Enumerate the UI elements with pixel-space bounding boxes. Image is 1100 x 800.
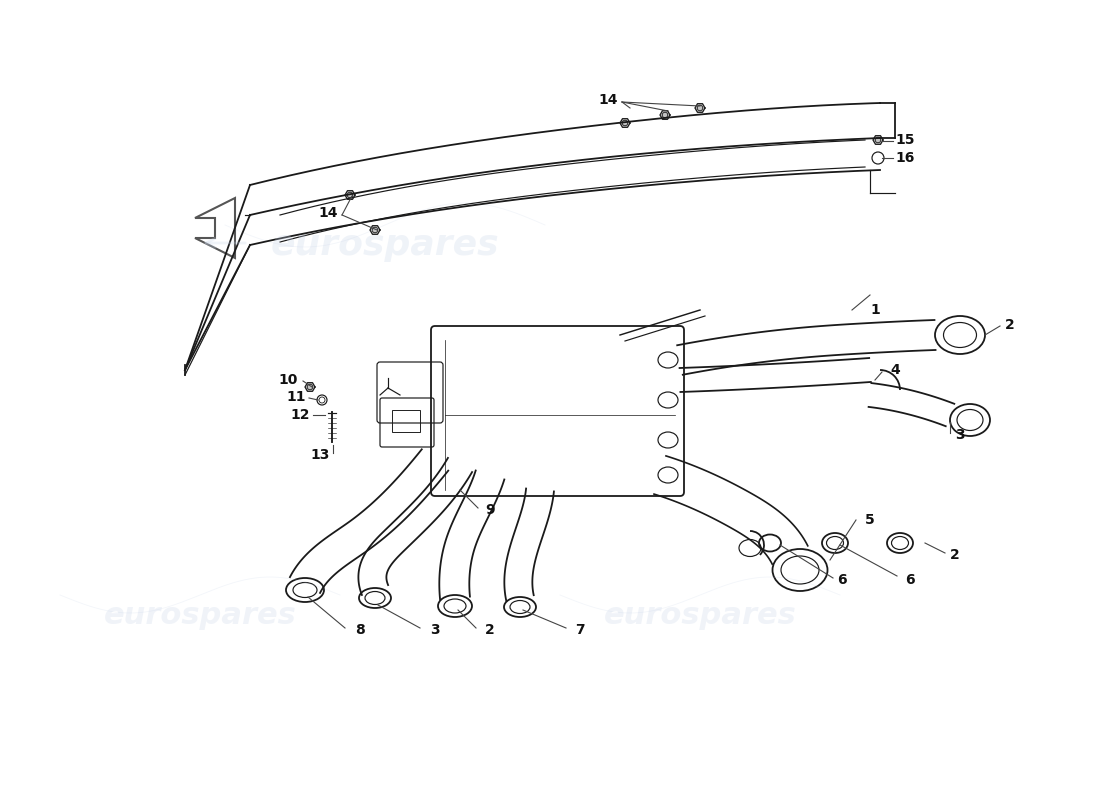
Text: 15: 15 xyxy=(895,133,915,147)
Text: eurospares: eurospares xyxy=(604,601,796,630)
Text: 3: 3 xyxy=(955,428,965,442)
Text: 8: 8 xyxy=(355,623,365,637)
Polygon shape xyxy=(695,104,705,112)
Polygon shape xyxy=(620,118,630,127)
Bar xyxy=(392,410,420,432)
Polygon shape xyxy=(305,382,315,391)
Text: 11: 11 xyxy=(286,390,306,404)
Text: 5: 5 xyxy=(865,513,874,527)
Text: 14: 14 xyxy=(598,93,618,107)
Text: 16: 16 xyxy=(895,151,915,165)
Text: 2: 2 xyxy=(950,548,960,562)
Polygon shape xyxy=(873,136,883,144)
Text: 2: 2 xyxy=(1005,318,1015,332)
Polygon shape xyxy=(370,226,379,234)
Text: 4: 4 xyxy=(890,363,900,377)
Text: 9: 9 xyxy=(485,503,495,517)
Text: 6: 6 xyxy=(905,573,915,587)
Text: 12: 12 xyxy=(290,408,310,422)
Text: 2: 2 xyxy=(485,623,495,637)
Polygon shape xyxy=(345,190,355,199)
Text: 14: 14 xyxy=(318,206,338,220)
Text: 13: 13 xyxy=(310,448,330,462)
Text: 1: 1 xyxy=(870,303,880,317)
Text: 6: 6 xyxy=(837,573,847,587)
Text: 3: 3 xyxy=(430,623,440,637)
Polygon shape xyxy=(660,110,670,119)
Text: 7: 7 xyxy=(575,623,585,637)
Text: 10: 10 xyxy=(278,373,298,387)
Text: eurospares: eurospares xyxy=(103,601,296,630)
Text: eurospares: eurospares xyxy=(271,228,499,262)
